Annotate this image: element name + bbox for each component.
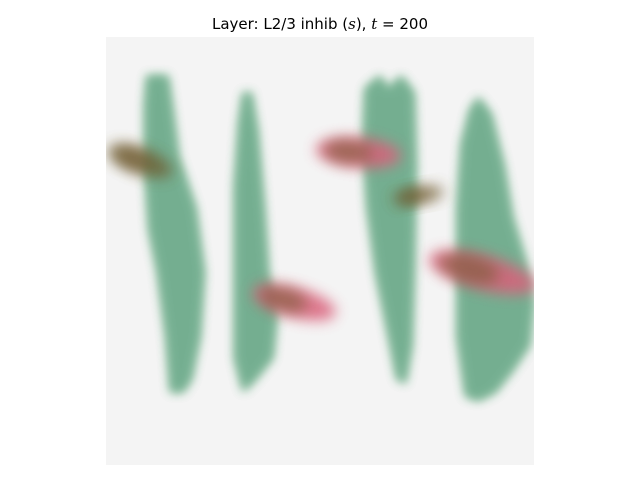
blob-4 (393, 185, 444, 205)
chart-title-mid: ), (356, 15, 371, 33)
chart-title-time-op: = (377, 15, 399, 33)
chart-title-time-symbol: t (371, 15, 378, 33)
blob-1 (107, 144, 173, 178)
blob-2-overlap (261, 286, 307, 313)
column-2-region (234, 92, 278, 393)
blob-3-overlap (324, 139, 372, 164)
blob-3 (315, 137, 402, 169)
blob-1-overlap (114, 146, 151, 170)
chart-title-prefix: Layer: L2/3 inhib ( (212, 15, 348, 33)
chart-title-time-value: 200 (399, 15, 428, 33)
column-1-region (144, 75, 205, 393)
blob-5-overlap (439, 253, 499, 285)
chart-title: Layer: L2/3 inhib (s), t = 200 (212, 15, 428, 33)
column-4-region (457, 96, 534, 401)
chart-title-symbol: s (348, 15, 356, 33)
blob-5 (428, 250, 534, 295)
blob-4-overlap (398, 189, 427, 204)
blob-2 (252, 284, 336, 321)
activity-blobs-layer (107, 137, 534, 321)
